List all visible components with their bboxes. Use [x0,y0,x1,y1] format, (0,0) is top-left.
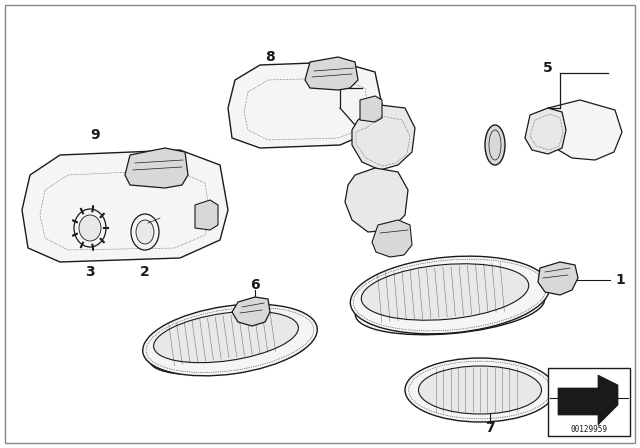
Text: 2: 2 [140,265,150,279]
Ellipse shape [419,366,541,414]
Ellipse shape [136,220,154,244]
Polygon shape [228,62,382,148]
Polygon shape [195,200,218,230]
Ellipse shape [485,125,505,165]
Polygon shape [125,148,188,188]
Text: 1: 1 [615,273,625,287]
Ellipse shape [405,358,555,422]
Polygon shape [538,262,578,295]
Polygon shape [345,168,408,232]
Ellipse shape [131,214,159,250]
Polygon shape [548,100,622,160]
Ellipse shape [355,279,545,335]
Text: 7: 7 [485,421,495,435]
Text: 9: 9 [90,128,100,142]
Text: 6: 6 [250,278,260,292]
Polygon shape [372,220,412,257]
Polygon shape [305,57,358,90]
Text: 8: 8 [265,50,275,64]
Text: 00129959: 00129959 [570,426,607,435]
Bar [548,368,630,436]
Text: 4: 4 [325,75,335,89]
Ellipse shape [150,325,310,375]
Text: 5: 5 [543,61,553,75]
Polygon shape [232,297,270,326]
Ellipse shape [74,209,106,247]
Ellipse shape [154,311,298,363]
Polygon shape [22,150,228,262]
Polygon shape [558,375,618,425]
Polygon shape [352,105,415,170]
Polygon shape [360,96,382,122]
Ellipse shape [79,215,101,241]
Polygon shape [525,108,566,154]
Ellipse shape [143,304,317,376]
Ellipse shape [362,264,529,320]
Ellipse shape [350,256,550,334]
Text: 3: 3 [85,265,95,279]
